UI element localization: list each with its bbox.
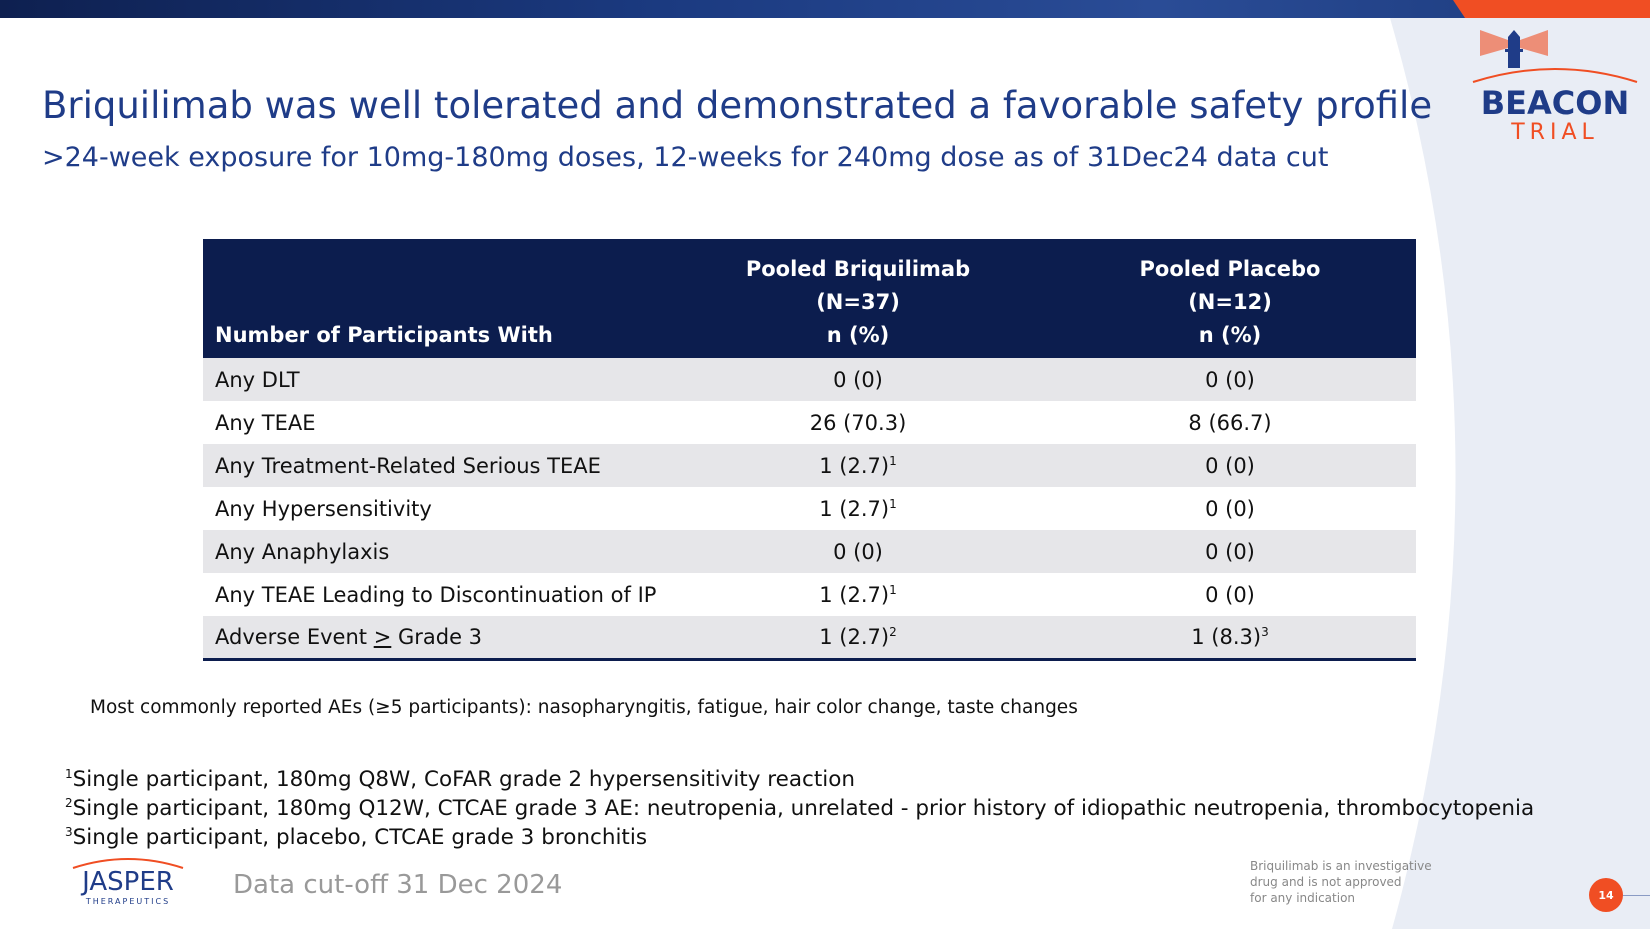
header-briquilimab: Pooled Briquilimab (N=37) n (%) [672, 239, 1044, 358]
row-label: Any Anaphylaxis [203, 530, 672, 573]
footnote-1: 1Single participant, 180mg Q8W, CoFAR gr… [65, 767, 856, 793]
row-label: Any TEAE Leading to Discontinuation of I… [215, 582, 657, 607]
table-row: Any DLT 0 (0) 0 (0) [203, 358, 1416, 401]
disclaimer: Briquilimab is an investigative drug and … [1250, 859, 1432, 905]
page-number: 14 [1589, 878, 1623, 912]
svg-text:THERAPEUTICS: THERAPEUTICS [85, 897, 170, 906]
jasper-logo: JASPER THERAPEUTICS [72, 858, 184, 906]
briquilimab-value: 0 (0) [672, 530, 1044, 573]
row-label: Any DLT [203, 358, 672, 401]
row-label: Adverse Event > Grade 3 [203, 616, 672, 661]
placebo-value: 0 (0) [1044, 530, 1416, 573]
placebo-value: 0 (0) [1044, 444, 1416, 487]
placebo-value: 0 (0) [1205, 496, 1255, 521]
placebo-value: 0 (0) [1205, 582, 1255, 607]
table-row: Any TEAE 26 (70.3) 8 (66.7) [203, 401, 1416, 444]
header-placebo: Pooled Placebo (N=12) n (%) [1044, 239, 1416, 358]
placebo-value: 1 (8.3)3 [1044, 616, 1416, 661]
briquilimab-value: 1 (2.7)1 [672, 444, 1044, 487]
page-subtitle: >24-week exposure for 10mg-180mg doses, … [42, 142, 1329, 173]
top-orange-accent [1453, 0, 1650, 18]
footnote-3: 3Single participant, placebo, CTCAE grad… [65, 825, 648, 851]
common-aes-note: Most commonly reported AEs (≥5 participa… [90, 697, 1078, 718]
header-participants: Number of Participants With [203, 239, 672, 358]
placebo-value: 8 (66.7) [1188, 410, 1272, 435]
table-row: Any Treatment-Related Serious TEAE 1 (2.… [203, 444, 1416, 487]
page-title: Briquilimab was well tolerated and demon… [42, 84, 1433, 127]
row-label: Any Treatment-Related Serious TEAE [203, 444, 672, 487]
svg-text:JASPER: JASPER [80, 867, 174, 897]
placebo-value: 0 (0) [1044, 358, 1416, 401]
briquilimab-value: 1 (2.7)1 [819, 582, 897, 607]
footnote-2: 2Single participant, 180mg Q12W, CTCAE g… [65, 796, 1535, 822]
row-label: Any TEAE [215, 410, 316, 435]
briquilimab-value: 1 (2.7)2 [672, 616, 1044, 661]
briquilimab-value: 0 (0) [672, 358, 1044, 401]
briquilimab-value: 26 (70.3) [809, 410, 907, 435]
page-line [1623, 895, 1650, 896]
table-header: Number of Participants With Pooled Briqu… [203, 239, 1416, 358]
briquilimab-value: 1 (2.7)1 [819, 496, 897, 521]
data-cutoff: Data cut-off 31 Dec 2024 [233, 870, 563, 900]
table-row: Adverse Event > Grade 3 1 (2.7)2 1 (8.3)… [203, 616, 1416, 661]
table-row: Any TEAE Leading to Discontinuation of I… [203, 573, 1416, 616]
beacon-trial-logo: BEACON TRIAL [1472, 30, 1638, 144]
top-banner [0, 0, 1650, 18]
table-row: Any Hypersensitivity 1 (2.7)1 0 (0) [203, 487, 1416, 530]
svg-text:TRIAL: TRIAL [1510, 120, 1599, 144]
row-label: Any Hypersensitivity [215, 496, 432, 521]
table-row: Any Anaphylaxis 0 (0) 0 (0) [203, 530, 1416, 573]
right-background-shape [1390, 18, 1650, 929]
safety-table: Number of Participants With Pooled Briqu… [203, 239, 1416, 661]
svg-text:BEACON: BEACON [1481, 84, 1629, 122]
